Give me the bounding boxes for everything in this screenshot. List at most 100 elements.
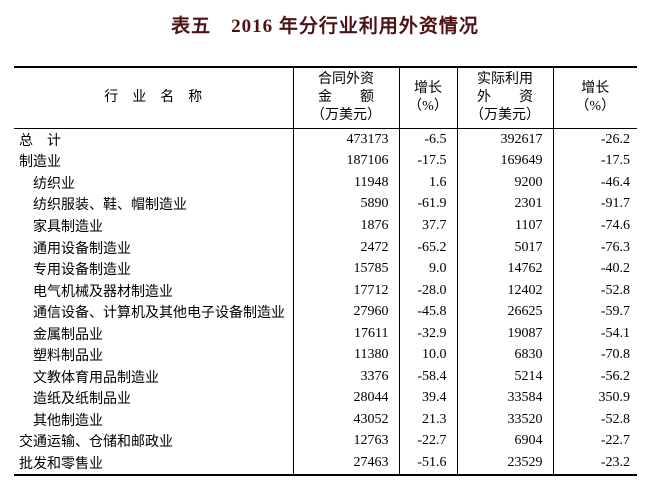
contracted-growth-cell: -32.9 <box>398 322 457 345</box>
utilized-amount-cell: 33584 <box>456 387 553 410</box>
contracted-amount-cell: 12763 <box>292 430 399 453</box>
industry-name-cell: 塑料制品业 <box>33 349 103 365</box>
industry-name-cell: 总 计 <box>19 133 61 149</box>
industry-name-cell: 其他制造业 <box>33 413 103 429</box>
utilized-amount-cell: 6830 <box>456 344 553 367</box>
header-industry-name: 行 业 名 称 <box>14 67 293 129</box>
contracted-amount-cell: 17611 <box>292 322 399 345</box>
industry-name-cell: 通用设备制造业 <box>33 241 131 257</box>
header-contracted-growth: 增长 （%） <box>398 67 457 129</box>
utilized-growth-cell: 350.9 <box>552 387 637 410</box>
contracted-growth-cell: -58.4 <box>398 366 457 388</box>
utilized-amount-cell: 5017 <box>456 236 553 259</box>
industry-name-cell: 文教体育用品制造业 <box>33 370 159 386</box>
utilized-growth-cell: -56.2 <box>552 366 637 388</box>
industry-name-cell: 制造业 <box>19 155 61 171</box>
industry-name-cell: 造纸及纸制品业 <box>33 392 131 408</box>
contracted-growth-cell: -28.0 <box>398 279 457 302</box>
contracted-growth-cell: 21.3 <box>398 409 457 431</box>
utilized-amount-cell: 2301 <box>456 193 553 216</box>
contracted-amount-cell: 15785 <box>292 258 399 280</box>
contracted-growth-cell: 1.6 <box>398 172 457 194</box>
utilized-growth-cell: -91.7 <box>552 193 637 216</box>
table-row: 金属制品业 17611 -32.9 19087 -54.1 <box>14 322 637 345</box>
contracted-amount-cell: 1876 <box>292 215 399 237</box>
contracted-amount-cell: 11380 <box>292 344 399 367</box>
industry-name-cell: 纺织服装、鞋、帽制造业 <box>33 198 187 214</box>
header-row: 行 业 名 称 合同外资 金 额 （万美元） 增长 （%） 实际利用 外 资 （… <box>14 67 637 129</box>
contracted-amount-cell: 28044 <box>292 387 399 410</box>
utilized-amount-cell: 26625 <box>456 301 553 323</box>
industry-name-cell: 交通运输、仓储和邮政业 <box>19 435 173 451</box>
contracted-growth-cell: 37.7 <box>398 215 457 237</box>
industry-name-cell: 电气机械及器材制造业 <box>33 284 173 300</box>
contracted-amount-cell: 187106 <box>292 150 399 173</box>
contracted-amount-cell: 43052 <box>292 409 399 431</box>
contracted-growth-cell: -45.8 <box>398 301 457 323</box>
contracted-growth-cell: -17.5 <box>398 150 457 173</box>
table-row: 总 计 473173 -6.5 392617 -26.2 <box>14 128 637 151</box>
contracted-growth-cell: -61.9 <box>398 193 457 216</box>
table-row: 家具制造业 1876 37.7 1107 -74.6 <box>14 215 637 237</box>
contracted-amount-cell: 27960 <box>292 301 399 323</box>
utilized-amount-cell: 9200 <box>456 172 553 194</box>
industry-name-cell: 批发和零售业 <box>19 456 103 472</box>
utilized-growth-cell: -52.8 <box>552 409 637 431</box>
table-body: 总 计 473173 -6.5 392617 -26.2 制造业 187106 -17.5 16… <box>14 128 637 475</box>
contracted-amount-cell: 473173 <box>292 128 399 151</box>
table-row: 通用设备制造业 2472 -65.2 5017 -76.3 <box>14 236 637 259</box>
table-row: 塑料制品业 11380 10.0 6830 -70.8 <box>14 344 637 367</box>
table-row: 纺织服装、鞋、帽制造业 5890 -61.9 2301 -91.7 <box>14 193 637 216</box>
header-utilized-amount: 实际利用 外 资 （万美元） <box>456 67 553 129</box>
utilized-growth-cell: -52.8 <box>552 279 637 302</box>
table-row: 造纸及纸制品业 28044 39.4 33584 350.9 <box>14 387 637 410</box>
table-row: 其他制造业 43052 21.3 33520 -52.8 <box>14 409 637 431</box>
utilized-amount-cell: 6904 <box>456 430 553 453</box>
utilized-growth-cell: -22.7 <box>552 430 637 453</box>
contracted-amount-cell: 27463 <box>292 452 399 475</box>
utilized-amount-cell: 23529 <box>456 452 553 475</box>
table-row: 通信设备、计算机及其他电子设备制造业 27960 -45.8 26625 -59.7 <box>14 301 637 323</box>
header-contracted-amount: 合同外资 金 额 （万美元） <box>292 67 399 129</box>
table-row: 文教体育用品制造业 3376 -58.4 5214 -56.2 <box>14 366 637 388</box>
table-row: 制造业 187106 -17.5 169649 -17.5 <box>14 150 637 173</box>
contracted-growth-cell: -6.5 <box>398 128 457 151</box>
industry-name-cell: 纺织业 <box>33 176 75 192</box>
contracted-amount-cell: 5890 <box>292 193 399 216</box>
contracted-amount-cell: 3376 <box>292 366 399 388</box>
contracted-amount-cell: 17712 <box>292 279 399 302</box>
contracted-growth-cell: 9.0 <box>398 258 457 280</box>
contracted-amount-cell: 2472 <box>292 236 399 259</box>
industry-name-cell: 通信设备、计算机及其他电子设备制造业 <box>33 306 285 322</box>
contracted-growth-cell: -22.7 <box>398 430 457 453</box>
utilized-growth-cell: -59.7 <box>552 301 637 323</box>
utilized-growth-cell: -23.2 <box>552 452 637 475</box>
industry-name-cell: 金属制品业 <box>33 327 103 343</box>
utilized-growth-cell: -70.8 <box>552 344 637 367</box>
contracted-growth-cell: 39.4 <box>398 387 457 410</box>
contracted-amount-cell: 11948 <box>292 172 399 194</box>
utilized-growth-cell: -46.4 <box>552 172 637 194</box>
utilized-amount-cell: 169649 <box>456 150 553 173</box>
utilized-growth-cell: -26.2 <box>552 128 637 151</box>
table-row: 批发和零售业 27463 -51.6 23529 -23.2 <box>14 452 637 475</box>
utilized-growth-cell: -74.6 <box>552 215 637 237</box>
utilized-amount-cell: 5214 <box>456 366 553 388</box>
utilized-amount-cell: 33520 <box>456 409 553 431</box>
utilized-amount-cell: 19087 <box>456 322 553 345</box>
table-title: 表五 2016 年分行业利用外资情况 <box>171 16 479 37</box>
utilized-amount-cell: 392617 <box>456 128 553 151</box>
utilized-amount-cell: 1107 <box>456 215 553 237</box>
industry-name-cell: 家具制造业 <box>33 219 103 235</box>
utilized-amount-cell: 12402 <box>456 279 553 302</box>
table-row: 交通运输、仓储和邮政业 12763 -22.7 6904 -22.7 <box>14 430 637 453</box>
utilized-amount-cell: 14762 <box>456 258 553 280</box>
utilized-growth-cell: -54.1 <box>552 322 637 345</box>
contracted-growth-cell: -65.2 <box>398 236 457 259</box>
table-row: 专用设备制造业 15785 9.0 14762 -40.2 <box>14 258 637 280</box>
table-row: 纺织业 11948 1.6 9200 -46.4 <box>14 172 637 194</box>
table-header: 行 业 名 称 合同外资 金 额 （万美元） 增长 （%） 实际利用 外 资 （… <box>14 67 637 129</box>
header-utilized-growth: 增长 （%） <box>552 67 637 129</box>
utilized-growth-cell: -76.3 <box>552 236 637 259</box>
